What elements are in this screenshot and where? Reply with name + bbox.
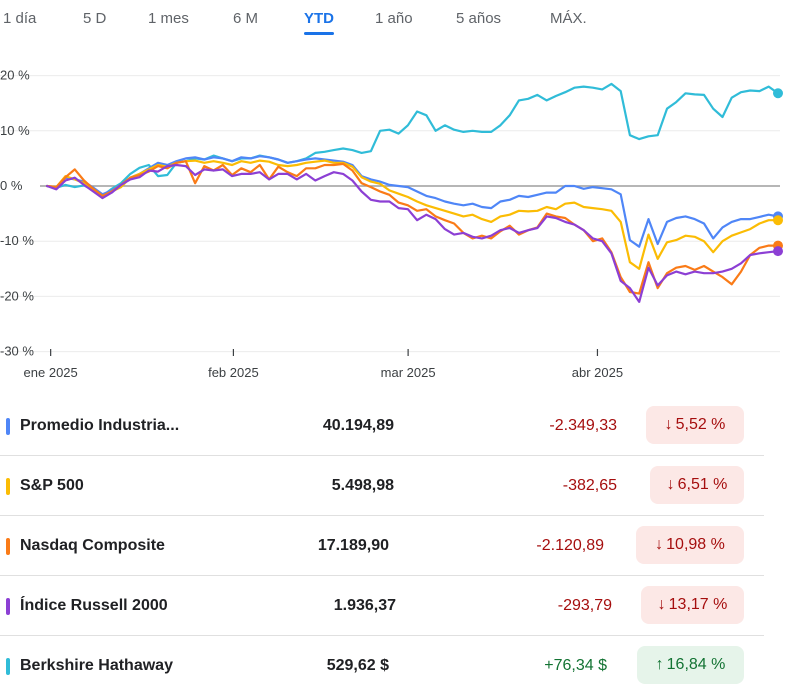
quote-name: Promedio Industria... <box>20 417 180 434</box>
quote-name: Nasdaq Composite <box>20 537 165 554</box>
y-tick-label: -30 % <box>0 344 34 359</box>
series-end-point--ndice-russell-2000 <box>773 246 783 257</box>
tab-label: YTD <box>304 10 334 27</box>
quote-price: 1.936,37 <box>333 597 396 614</box>
series-line--ndice-russell-2000 <box>45 163 780 303</box>
quote-name: S&P 500 <box>20 477 84 494</box>
arrow-down-icon: ↓ <box>657 596 666 613</box>
x-tick-label: mar 2025 <box>381 365 436 380</box>
table-row-russell-2000[interactable]: Índice Russell 2000 1.936,37 -293,79 ↓ 13… <box>0 576 764 636</box>
percent-change: 10,98 % <box>666 536 725 553</box>
series-color-marker <box>6 538 10 555</box>
table-row-sp500[interactable]: S&P 500 5.498,98 -382,65 ↓ 6,51 % <box>0 456 764 516</box>
series-color-marker <box>6 658 10 675</box>
tab-label: 6 M <box>233 10 259 27</box>
y-tick-label: 20 % <box>0 68 30 83</box>
quote-change: +76,34 $ <box>544 657 607 674</box>
arrow-up-icon: ↑ <box>655 656 664 673</box>
series-color-marker <box>6 418 10 435</box>
tab-label: 1 mes <box>148 10 189 27</box>
tab-6-months[interactable]: 6 M <box>233 10 258 27</box>
chart-series <box>45 82 783 303</box>
row-divider <box>0 455 764 456</box>
percent-change-badge: ↓ 5,52 % <box>646 406 744 444</box>
tab-label: 5 D <box>83 10 107 27</box>
quote-price: 5.498,98 <box>331 477 394 494</box>
time-range-tabs: 1 día 5 D 1 mes 6 M YTD 1 año 5 años MÁX… <box>0 0 792 40</box>
tab-ytd[interactable]: YTD <box>304 10 334 35</box>
y-tick-label: -10 % <box>0 233 34 248</box>
series-line-promedio-industrial-dow-jones <box>45 155 780 248</box>
quote-change: -2.349,33 <box>549 417 617 434</box>
table-row-berkshire-hathaway[interactable]: Berkshire Hathaway 529,62 $ +76,34 $ ↑ 16… <box>0 636 764 685</box>
y-tick-label: -20 % <box>0 288 34 303</box>
percent-change: 16,84 % <box>666 656 726 673</box>
percent-change-badge: ↓ 6,51 % <box>650 466 744 504</box>
arrow-down-icon: ↓ <box>664 416 673 433</box>
row-divider <box>0 635 764 636</box>
series-line-berkshire-hathaway <box>45 82 780 197</box>
quote-change: -2.120,89 <box>536 537 604 554</box>
tab-5-days[interactable]: 5 D <box>83 10 106 27</box>
row-divider <box>0 575 764 576</box>
quote-price: 17.189,90 <box>317 537 389 554</box>
y-tick-label: 0 % <box>0 178 23 193</box>
series-end-point-s-p-500 <box>773 215 783 226</box>
y-tick-label: 10 % <box>0 123 30 138</box>
quote-change: -293,79 <box>557 597 612 614</box>
percent-change: 5,52 % <box>675 416 726 433</box>
series-color-marker <box>6 598 10 615</box>
active-tab-indicator <box>304 32 334 35</box>
tab-1-month[interactable]: 1 mes <box>148 10 189 27</box>
series-color-marker <box>6 478 10 495</box>
chart-axes: 20 % 10 % 0 % -10 % -20 % -30 % ene 2025 feb 20… <box>0 68 623 380</box>
x-tick-label: abr 2025 <box>572 365 623 380</box>
quote-name: Berkshire Hathaway <box>20 657 173 674</box>
row-divider <box>0 515 764 516</box>
tab-label: 1 año <box>375 10 413 27</box>
x-tick-label: feb 2025 <box>208 365 259 380</box>
series-end-point-berkshire-hathaway <box>773 88 783 99</box>
arrow-down-icon: ↓ <box>666 476 675 493</box>
percent-change-badge: ↓ 10,98 % <box>636 526 744 564</box>
percent-change: 13,17 % <box>668 596 728 613</box>
tab-label: 1 día <box>3 10 37 27</box>
quote-price: 529,62 $ <box>326 657 389 674</box>
table-row-nasdaq[interactable]: Nasdaq Composite 17.189,90 -2.120,89 ↓ 10… <box>0 516 764 576</box>
ytd-comparison-line-chart: 20 % 10 % 0 % -10 % -20 % -30 % ene 2025 feb 20… <box>0 68 783 380</box>
table-row-dow-jones[interactable]: Promedio Industria... 40.194,89 -2.349,3… <box>0 396 764 456</box>
tab-label: 5 años <box>456 10 502 27</box>
chart-gridlines <box>0 75 780 353</box>
quote-price: 40.194,89 <box>322 417 394 434</box>
tab-1-day[interactable]: 1 día <box>3 10 36 27</box>
percent-change-badge: ↓ 13,17 % <box>641 586 744 624</box>
tab-max[interactable]: MÁX. <box>550 10 587 27</box>
tab-5-years[interactable]: 5 años <box>456 10 501 27</box>
percent-change-badge: ↑ 16,84 % <box>637 646 744 684</box>
tab-label: MÁX. <box>550 10 587 27</box>
tab-1-year[interactable]: 1 año <box>375 10 413 27</box>
quote-change: -382,65 <box>562 477 617 494</box>
x-tick-label: ene 2025 <box>24 365 78 380</box>
quote-name: Índice Russell 2000 <box>20 597 168 614</box>
percent-change: 6,51 % <box>677 476 728 493</box>
arrow-down-icon: ↓ <box>655 536 664 553</box>
